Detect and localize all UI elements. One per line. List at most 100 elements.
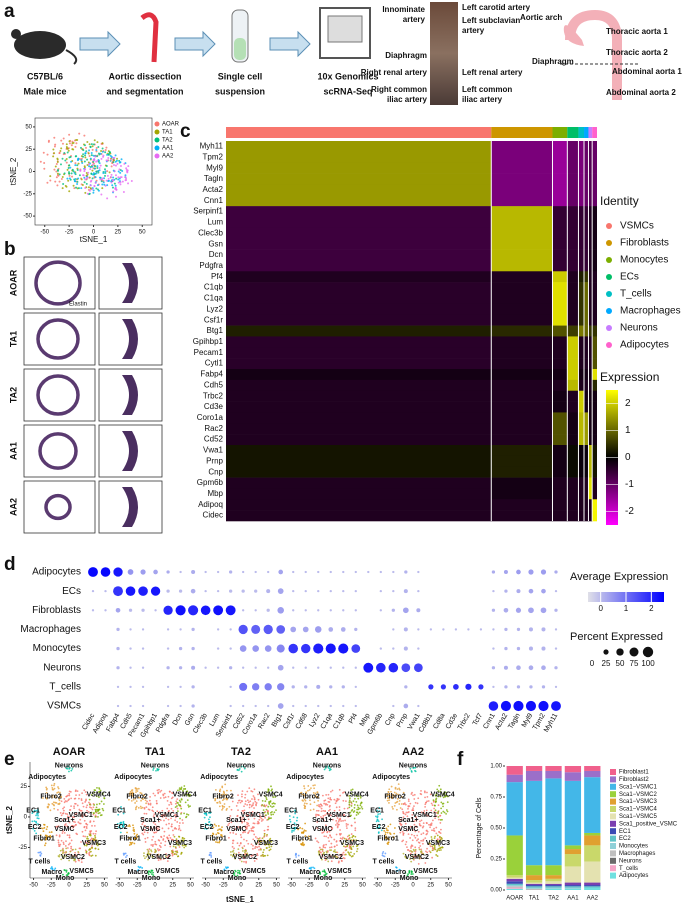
cell-point (71, 840, 73, 842)
cell-point (66, 869, 68, 871)
cell-point (426, 792, 428, 794)
heatmap-cell (552, 174, 567, 185)
cell-point (304, 802, 306, 804)
y-tick-label: 0.50 (490, 826, 502, 832)
cell-point (95, 176, 97, 178)
dot (301, 644, 310, 653)
bar-segment (507, 888, 523, 889)
cell-point (44, 824, 46, 826)
cell-point (413, 798, 415, 800)
cell-point (152, 845, 154, 847)
bar-segment (507, 766, 523, 775)
dot (414, 663, 423, 672)
cell-point (250, 790, 252, 792)
legend-swatch (610, 791, 616, 797)
x-tick-label: 25 (115, 230, 122, 236)
cell-point (321, 810, 323, 812)
heatmap-cell (552, 228, 567, 239)
cell-point (375, 815, 377, 817)
cell-point (180, 808, 182, 810)
cell-point (95, 855, 97, 857)
cell-point (417, 802, 419, 804)
cell-point (348, 806, 350, 808)
dot (529, 589, 534, 594)
cell-point (133, 827, 135, 829)
cell-point (129, 844, 131, 846)
artery-label: artery (462, 26, 485, 35)
cell-point (162, 795, 164, 797)
bar-segment (507, 886, 523, 887)
cell-point (420, 840, 422, 842)
legend-swatch (610, 784, 616, 790)
legend-swatch (155, 154, 160, 159)
cell-point (76, 164, 78, 166)
cell-point (242, 790, 244, 792)
cell-point (89, 143, 91, 145)
x-tick-label: 50 (273, 883, 280, 889)
cell-point (323, 846, 325, 848)
cluster-label: Fibro2 (384, 794, 405, 801)
dot (442, 628, 444, 630)
cell-point (236, 805, 238, 807)
cell-point (346, 825, 348, 827)
legend-label: Neurons (620, 323, 658, 334)
dot (179, 705, 181, 707)
cell-point (94, 156, 96, 158)
cell-point (396, 809, 398, 811)
dot (555, 647, 557, 649)
cell-point (131, 180, 133, 182)
cell-point (75, 848, 77, 850)
heatmap-cell (588, 141, 592, 152)
heatmap-cell (584, 206, 588, 217)
cell-point (77, 169, 79, 171)
cell-point (88, 165, 90, 167)
heatmap-cell (588, 510, 592, 521)
x-tick-label: -25 (47, 883, 56, 889)
gene-label: Prnp (206, 456, 223, 465)
heatmap-cell (226, 478, 491, 489)
cell-point (244, 797, 246, 799)
cell-point (102, 810, 104, 812)
cell-point (69, 167, 71, 169)
cluster-label: VSMC2 (147, 854, 171, 861)
heatmap-cell (578, 467, 584, 478)
heatmap-cell (567, 141, 578, 152)
cell-point (346, 823, 348, 825)
cell-point (65, 845, 67, 847)
cell-point (84, 192, 86, 194)
cell-point (388, 802, 390, 804)
cell-point (108, 154, 110, 156)
bar-segment (507, 879, 523, 881)
cell-point (351, 825, 353, 827)
cell-point (340, 820, 342, 822)
cluster-label: VSMC4 (431, 791, 455, 798)
heatmap-cell (567, 445, 578, 456)
legend-label: Fibroblast2 (619, 777, 649, 783)
cell-point (347, 851, 349, 853)
cluster-label: T cells (114, 859, 136, 866)
dot (541, 647, 545, 651)
cell-point (164, 831, 166, 833)
cell-point (61, 178, 63, 180)
cell-point (337, 825, 339, 827)
cell-point (119, 181, 121, 183)
heatmap-cell (552, 315, 567, 326)
bar-segment (507, 835, 523, 875)
cell-point (316, 810, 318, 812)
dot (351, 644, 360, 653)
dot (292, 705, 294, 707)
cell-point (35, 815, 37, 817)
cell-point (82, 153, 84, 155)
cell-point (342, 792, 344, 794)
heatmap-cell (226, 467, 491, 478)
artery-label: Left common (462, 85, 512, 94)
cell-point (99, 812, 101, 814)
gene-label: Rac2 (257, 712, 271, 730)
x-tick-label: -25 (65, 230, 74, 236)
legend-swatch (155, 130, 160, 135)
cell-point (110, 176, 112, 178)
heatmap-cell (592, 358, 597, 369)
heatmap-cell (578, 228, 584, 239)
cluster-label: VSMC2 (61, 854, 85, 861)
cell-point (411, 809, 413, 811)
